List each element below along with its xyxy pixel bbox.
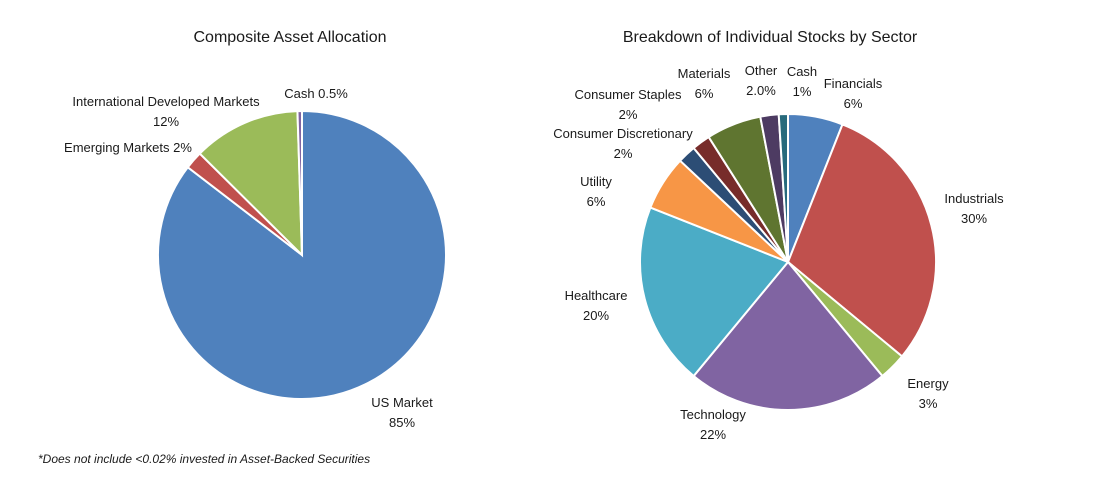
slice-international-developed-markets: [198, 110, 304, 258]
footnote: *Does not include <0.02% invested in Ass…: [38, 452, 370, 466]
label-emerging-markets: Emerging Markets 2%: [64, 140, 192, 155]
label-industrials: Industrials 30%: [944, 191, 1004, 226]
label-cash: Cash 0.5%: [284, 86, 348, 101]
label-consumer-staples: Consumer Staples 2%: [575, 87, 682, 122]
slice-industrials: [786, 123, 937, 358]
chart1-title: Composite Asset Allocation: [194, 29, 387, 46]
chart2-title: Breakdown of Individual Stocks by Sector: [623, 29, 918, 46]
label-us-market: US Market 85%: [371, 395, 433, 430]
slice-healthcare: [639, 206, 790, 378]
label-consumer-discretionary: Consumer Discretionary 2%: [553, 126, 693, 161]
label-financials: Financials 6%: [824, 76, 883, 111]
sector-breakdown-pie: Financials 6% Industrials 30% Energy 3% Techno…: [553, 63, 1004, 442]
slice-cash: [296, 109, 303, 256]
label-technology: Technology 22%: [680, 407, 746, 442]
label-international-developed-markets: International Developed Markets 12%: [72, 94, 260, 129]
slice-technology: [692, 260, 884, 411]
slice-cash: [777, 112, 789, 263]
label-energy: Energy 3%: [907, 376, 949, 411]
label-utility: Utility 6%: [580, 174, 612, 209]
label-cash: Cash 1%: [787, 64, 817, 99]
composite-allocation-pie: US Market 85% Emerging Markets 2% Internati…: [64, 86, 447, 430]
label-healthcare: Healthcare 20%: [565, 288, 628, 323]
label-materials: Materials 6%: [678, 66, 731, 101]
label-other: Other 2.0%: [745, 63, 778, 98]
